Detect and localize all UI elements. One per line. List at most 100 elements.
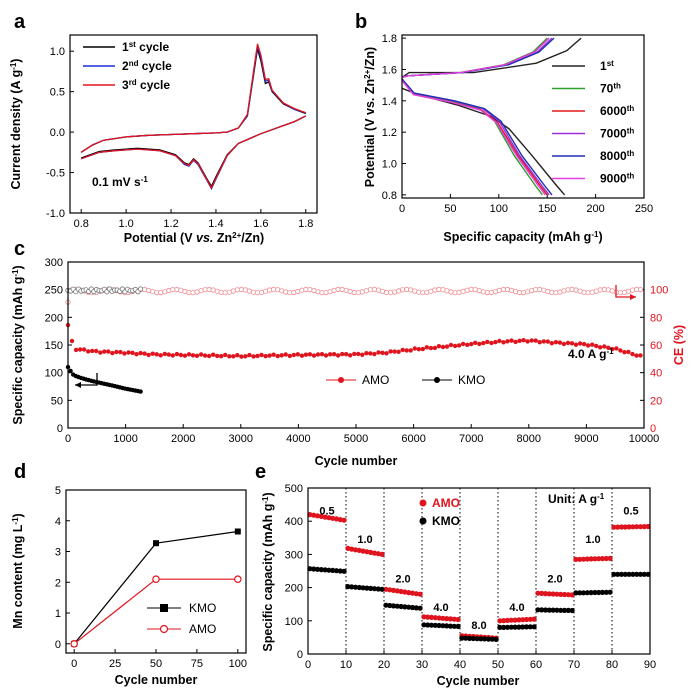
amo-capacity-point (327, 352, 333, 357)
rate-point-KMO (611, 571, 617, 577)
chart-c-xtick-label: 1000 (113, 433, 137, 445)
amo-capacity-point (420, 346, 425, 352)
chart-c-xlabel: Cycle number (315, 454, 398, 468)
amo-capacity-point (521, 338, 526, 343)
amo-ce-point (347, 288, 353, 295)
amo-capacity-point (114, 349, 119, 355)
rate-point-KMO (398, 603, 404, 610)
amo-ce-point (448, 289, 454, 295)
amo-capacity-point (368, 351, 373, 356)
ce-arrow-head (630, 294, 636, 300)
amo-capacity-point (81, 347, 87, 352)
rate-point-KMO (569, 607, 575, 614)
amo-capacity-point (360, 352, 365, 357)
amo-capacity-point (283, 352, 288, 357)
rate-point-KMO (314, 566, 321, 572)
rate-point-AMO (516, 617, 522, 623)
rate-point-AMO (599, 556, 606, 562)
unit-note: Unit: A g-1 (548, 492, 605, 507)
rate-point-AMO (535, 590, 541, 596)
chart-c-right-ytick-label: 80 (650, 312, 662, 324)
chart-d-ytick-label: 1 (55, 608, 61, 620)
rate-point-KMO (573, 590, 579, 596)
rate-label: 4.0 (433, 602, 448, 614)
rate-point-KMO (337, 568, 343, 574)
kmo-capacity-point (68, 368, 73, 374)
rate-point-AMO (542, 591, 549, 597)
rate-point-KMO (428, 622, 435, 628)
amo-capacity-point (513, 339, 518, 345)
amo-capacity-point (142, 351, 147, 356)
legend-c-kmo-label: KMO (458, 373, 485, 387)
mn-point-AMO (152, 575, 160, 584)
amo-capacity-point (158, 353, 163, 358)
chart-d: 0 25 50 75 100 0 1 2 3 4 5 KMO AMO Cycle number Mn… (11, 485, 247, 687)
chart-a-ytick-label: 0.0 (50, 127, 65, 139)
legend-e-amo-label: AMO (432, 496, 460, 510)
amo-ce-point (496, 287, 502, 293)
chart-b-ytick-label: 1.0 (382, 159, 397, 171)
amo-capacity-point (202, 353, 208, 358)
chart-e-xtick-label: 20 (378, 659, 390, 671)
amo-capacity-point (287, 353, 292, 359)
amo-capacity-point (590, 342, 595, 347)
amo-capacity-point (186, 352, 192, 357)
amo-capacity-point (331, 352, 337, 357)
chart-d-ylabel: Mn content (mg L-1) (11, 513, 26, 628)
amo-capacity-point (211, 352, 216, 357)
gcd-charge-9000th (401, 37, 550, 78)
chart-a-xtick-label: 1.2 (163, 218, 178, 230)
chart-b-ytick-label: 1.4 (382, 96, 397, 108)
chart-c-xtick-label: 7000 (459, 433, 483, 445)
rate-point-AMO (592, 556, 598, 562)
amo-capacity-point (372, 351, 377, 357)
rate-point-KMO (592, 589, 598, 596)
amo-capacity-point (384, 351, 389, 356)
rate-point-AMO (611, 524, 617, 530)
chart-b-ytick-label: 0.8 (382, 190, 397, 202)
legend-b-label-70th: 70th (600, 81, 621, 96)
chart-e-xtick-label: 0 (305, 659, 311, 671)
rate-point-KMO (341, 568, 347, 574)
rate-point-KMO (599, 589, 606, 596)
amo-ce-point (323, 289, 329, 296)
rate-point-AMO (641, 524, 647, 530)
amo-capacity-point (134, 352, 139, 357)
amo-capacity-point (98, 350, 103, 355)
chart-e-ytick-label: 500 (285, 483, 303, 495)
rate-point-KMO (394, 603, 400, 609)
rate-point-KMO (352, 584, 359, 590)
rate-point-AMO (520, 617, 526, 623)
amo-capacity-point (126, 350, 131, 355)
chart-c-ytick-label: 0 (57, 423, 63, 435)
legend-b-label-6000th: 6000th (600, 104, 634, 119)
amo-capacity-point (69, 338, 75, 344)
rate-point-KMO (436, 622, 442, 629)
rate-point-KMO (387, 602, 393, 609)
rate-point-AMO (603, 555, 609, 562)
rate-point-KMO (356, 584, 362, 591)
amo-capacity-point (452, 343, 458, 349)
legend-e-amo-marker (419, 499, 427, 507)
chart-b-ylabel: Potential (V vs. Zn2+/Zn) (363, 47, 378, 187)
amo-capacity-point (565, 340, 571, 346)
legend-c-amo-marker (338, 377, 344, 383)
rate-point-AMO (565, 592, 571, 598)
gcd-discharge-9000th (401, 80, 546, 196)
amo-capacity-point (396, 349, 401, 354)
gcd-charge-1st (401, 37, 582, 78)
rate-point-AMO (584, 556, 590, 562)
rate-point-AMO (508, 617, 514, 623)
amo-capacity-point (638, 353, 643, 358)
rate-point-AMO (527, 616, 533, 622)
amo-capacity-point (577, 341, 583, 346)
rate-point-KMO (390, 603, 397, 609)
amo-ce-point (585, 290, 591, 296)
amo-ce-point (222, 290, 228, 296)
amo-ce-point (206, 286, 212, 292)
rate-point-AMO (550, 591, 556, 597)
amo-capacity-point (380, 350, 385, 355)
chart-c-ytick-label: 150 (45, 340, 63, 352)
rate-point-AMO (561, 591, 568, 598)
rate-point-KMO (508, 624, 514, 630)
